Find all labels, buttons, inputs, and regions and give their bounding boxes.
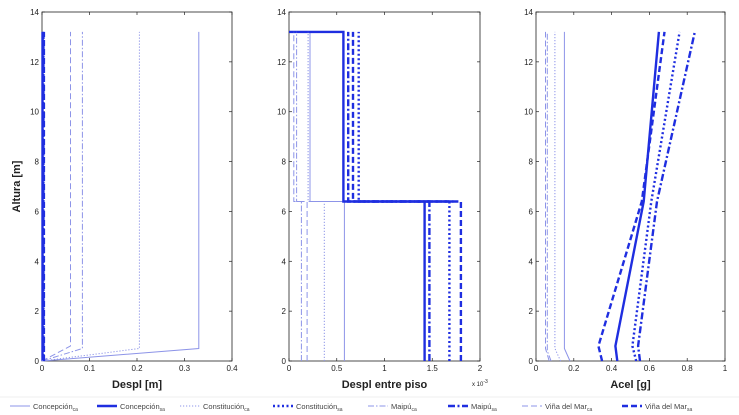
y-tick-label: 4: [35, 257, 40, 266]
y-tick-label: 0: [529, 357, 534, 366]
y-tick-label: 14: [524, 8, 533, 17]
series-line-maip--ca: [41, 31, 83, 362]
x-tick-label: 1.5: [427, 364, 439, 373]
y-tick-label: 12: [277, 58, 286, 67]
series-line-maip--sa: [347, 31, 431, 361]
series-line-concepci-n-sa: [614, 31, 661, 362]
legend: Concepciónca Concepciónsa Constituciónca Co…: [0, 396, 739, 413]
x-tick-label: 2: [478, 364, 483, 373]
series-line-maip--sa: [636, 31, 696, 362]
legend-label: Viña del Marsa: [645, 402, 692, 413]
series-line-vi-a-del-mar-ca: [293, 31, 308, 361]
legend-item: Viña del Marsa: [622, 402, 692, 413]
legend-label-sub: sa: [160, 407, 166, 413]
x-tick-label: 0: [40, 364, 45, 373]
y-tick-label: 12: [524, 58, 533, 67]
x-axis-label: Despl [m]: [112, 379, 162, 391]
x-tick-label: 0.8: [682, 364, 694, 373]
chart-panel-2: 0 0.5 1 1.5 2 0 2 4 6 8 10 12 14 Despl entre piso x 10…: [277, 8, 488, 391]
y-tick-label: 4: [529, 257, 534, 266]
y-tick-label: 8: [35, 158, 40, 167]
x-tick-label: 0.2: [131, 364, 143, 373]
x-tick-label: 0.6: [644, 364, 656, 373]
series-line-vi-a-del-mar-ca: [41, 31, 71, 362]
y-tick-label: 10: [30, 108, 39, 117]
y-tick-label: 8: [529, 158, 534, 167]
legend-item: Constituciónca: [180, 402, 250, 413]
series-line-vi-a-del-mar-sa: [597, 31, 666, 362]
x-tick-label: 1: [382, 364, 387, 373]
y-axis-label: Altura [m]: [11, 160, 23, 212]
y-tick-label: 6: [282, 207, 287, 216]
x-tick-label: 0.5: [331, 364, 343, 373]
legend-item: Concepciónsa: [97, 402, 165, 413]
legend-label-sub: sa: [687, 407, 693, 413]
axes-box: [288, 11, 481, 362]
x-tick-label: 0.3: [179, 364, 191, 373]
y-tick-label: 2: [35, 307, 40, 316]
x-axis-label: Acel [g]: [610, 379, 651, 391]
legend-label-sub: ca: [244, 407, 250, 413]
series-line-concepci-n-ca: [309, 31, 345, 361]
series-line-concepci-n-sa: [289, 30, 454, 361]
legend-label-sub: ca: [587, 407, 593, 413]
series-line-maip--ca: [296, 31, 302, 361]
x-tick-label: 0: [287, 364, 292, 373]
legend-label: Concepciónsa: [120, 402, 165, 413]
chart-panel-1: 0 0.1 0.2 0.3 0.4 0 2 4 6 8 10 12 14 Despl [m] Altura …: [11, 8, 238, 391]
x-axis-exponent: x 10-3: [472, 379, 488, 388]
legend-label-sub: ca: [73, 407, 79, 413]
legend-item: Concepciónca: [10, 402, 78, 413]
legend-label-sub: ca: [411, 407, 417, 413]
legend-label-sub: sa: [337, 407, 343, 413]
y-tick-label: 14: [30, 8, 39, 17]
y-tick-label: 12: [30, 58, 39, 67]
legend-item: Maipúca: [368, 402, 417, 413]
series-line-constituci-n-ca: [307, 31, 325, 361]
series-line-constituci-n-ca: [41, 31, 140, 362]
y-tick-label: 14: [277, 8, 286, 17]
x-tick-label: 0.4: [606, 364, 618, 373]
legend-label: Constituciónsa: [296, 402, 343, 413]
x-tick-label: 1: [723, 364, 728, 373]
y-tick-label: 10: [524, 108, 533, 117]
legend-label: Viña del Marca: [545, 402, 592, 413]
axes-box: [535, 11, 726, 362]
series-line-maip--ca: [546, 31, 552, 362]
x-tick-label: 0: [534, 364, 539, 373]
legend-item: Constituciónsa: [273, 402, 343, 413]
legend-item: Maipúsa: [448, 402, 497, 413]
legend-item: Viña del Marca: [522, 402, 592, 413]
series-line-concepci-n-ca: [41, 31, 200, 362]
legend-label: Concepciónca: [33, 402, 78, 413]
legend-label: Maipúsa: [471, 402, 497, 413]
y-tick-label: 2: [282, 307, 287, 316]
series-line-concepci-n-ca: [563, 31, 571, 362]
y-tick-label: 0: [35, 357, 40, 366]
y-tick-label: 8: [282, 158, 287, 167]
x-tick-label: 0.4: [226, 364, 238, 373]
y-tick-label: 6: [35, 207, 40, 216]
y-tick-label: 0: [282, 357, 287, 366]
x-axis-exponent-power: -3: [483, 379, 488, 385]
y-tick-label: 6: [529, 207, 534, 216]
x-tick-label: 0.2: [568, 364, 580, 373]
legend-label-sub: sa: [491, 407, 497, 413]
series-line-constituci-n-sa: [631, 31, 681, 362]
x-tick-label: 0.1: [84, 364, 96, 373]
y-tick-label: 10: [277, 108, 286, 117]
y-tick-label: 2: [529, 307, 534, 316]
legend-label: Constituciónca: [203, 402, 250, 413]
series-line-vi-a-del-mar-sa: [351, 31, 463, 361]
legend-label: Maipúca: [391, 402, 417, 413]
series-line-constituci-n-ca: [554, 31, 562, 362]
series-line-constituci-n-sa: [357, 31, 451, 361]
series-line-vi-a-del-mar-ca: [545, 31, 550, 362]
y-tick-label: 4: [282, 257, 287, 266]
x-axis-label: Despl entre piso: [342, 379, 428, 391]
